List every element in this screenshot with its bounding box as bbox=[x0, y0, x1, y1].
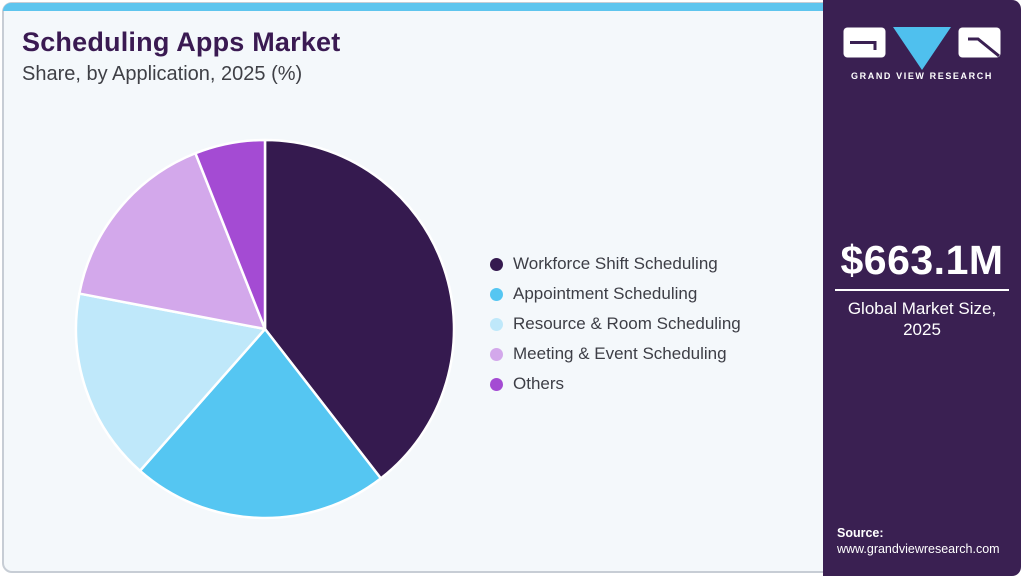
pie-slice-others bbox=[194, 138, 267, 331]
pie-slice-meeting-event-scheduling bbox=[78, 152, 267, 331]
page-subtitle: Share, by Application, 2025 (%) bbox=[22, 63, 303, 85]
gvr-logo-icon bbox=[843, 27, 1001, 70]
pie-chart bbox=[74, 138, 456, 520]
brand-name: GRAND VIEW RESEARCH bbox=[851, 71, 993, 81]
market-size-divider bbox=[835, 289, 1009, 291]
legend-label: Workforce Shift Scheduling bbox=[513, 254, 718, 273]
market-size-block: $663.1M Global Market Size, 2025 bbox=[823, 237, 1021, 340]
top-accent-bar bbox=[3, 3, 823, 11]
legend-swatch-icon bbox=[490, 287, 503, 301]
legend-label: Appointment Scheduling bbox=[513, 284, 698, 303]
legend-swatch-icon bbox=[490, 257, 503, 271]
legend-item: Meeting & Event Scheduling bbox=[490, 339, 741, 369]
page-title: Scheduling Apps Market bbox=[22, 27, 341, 57]
legend-item: Others bbox=[490, 369, 741, 399]
legend: Workforce Shift Scheduling Appointment S… bbox=[490, 249, 741, 399]
legend-label: Others bbox=[513, 374, 565, 393]
gvr-logo: GRAND VIEW RESEARCH bbox=[823, 27, 1021, 81]
source-block: Source: www.grandviewresearch.com bbox=[837, 525, 1000, 557]
legend-swatch-icon bbox=[490, 347, 503, 361]
logo-v-icon bbox=[893, 27, 951, 70]
market-size-value: $663.1M bbox=[840, 237, 1004, 283]
pie-chart-area bbox=[73, 137, 457, 526]
source-url: www.grandviewresearch.com bbox=[837, 542, 1000, 556]
legend-item: Workforce Shift Scheduling bbox=[490, 249, 741, 279]
pie-slice-resource-room-scheduling bbox=[74, 292, 267, 473]
header: Scheduling Apps Market Share, by Applica… bbox=[22, 27, 340, 86]
legend-label: Meeting & Event Scheduling bbox=[513, 344, 727, 363]
logo-r-block bbox=[958, 27, 1001, 58]
legend-item: Resource & Room Scheduling bbox=[490, 309, 741, 339]
legend-item: Appointment Scheduling bbox=[490, 279, 741, 309]
pie-slice-workforce-shift-scheduling bbox=[263, 138, 456, 480]
market-size-label: Global Market Size, 2025 bbox=[847, 299, 997, 339]
legend-swatch-icon bbox=[490, 377, 503, 391]
logo-g-block bbox=[843, 27, 886, 58]
legend-label: Resource & Room Scheduling bbox=[513, 314, 741, 333]
brand-panel: GRAND VIEW RESEARCH $663.1M Global Marke… bbox=[823, 0, 1021, 576]
pie-slice-appointment-scheduling bbox=[138, 327, 383, 520]
source-label: Source: bbox=[837, 526, 884, 540]
legend-swatch-icon bbox=[490, 317, 503, 331]
